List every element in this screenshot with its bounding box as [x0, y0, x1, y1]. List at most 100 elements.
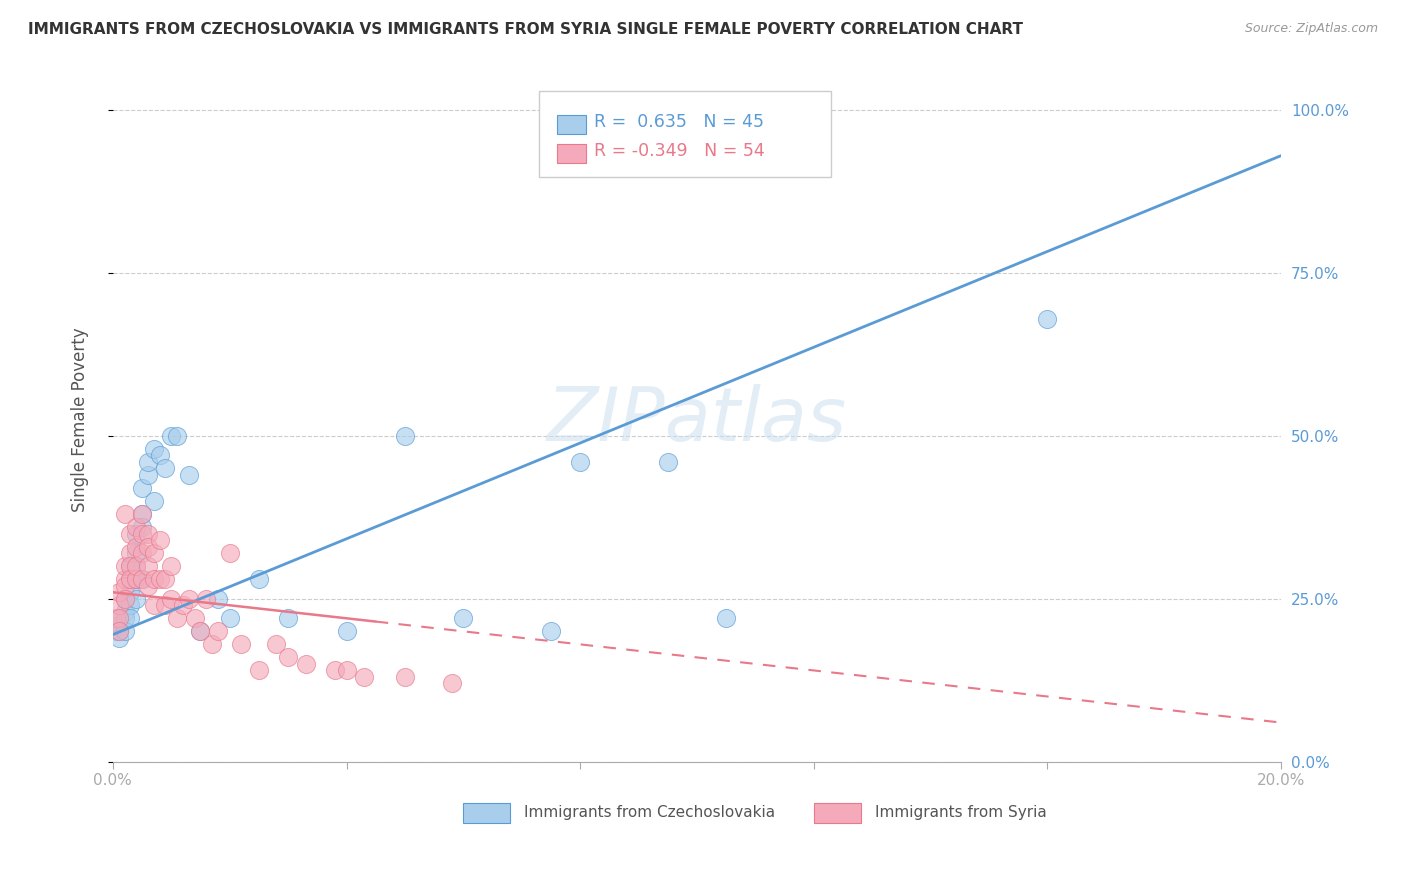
- Point: [136, 579, 159, 593]
- Point: [120, 559, 142, 574]
- Point: [335, 664, 357, 678]
- FancyBboxPatch shape: [557, 144, 586, 163]
- Point: [394, 670, 416, 684]
- Point: [125, 559, 148, 574]
- Point: [107, 624, 129, 639]
- Point: [125, 572, 148, 586]
- Point: [142, 599, 165, 613]
- Point: [104, 611, 127, 625]
- Point: [114, 572, 136, 586]
- Point: [190, 624, 212, 639]
- Point: [120, 572, 142, 586]
- Point: [120, 546, 142, 560]
- Point: [155, 572, 177, 586]
- Y-axis label: Single Female Poverty: Single Female Poverty: [72, 327, 89, 512]
- Point: [114, 605, 136, 619]
- Point: [114, 624, 136, 639]
- Point: [107, 611, 129, 625]
- Point: [166, 611, 188, 625]
- Text: IMMIGRANTS FROM CZECHOSLOVAKIA VS IMMIGRANTS FROM SYRIA SINGLE FEMALE POVERTY CO: IMMIGRANTS FROM CZECHOSLOVAKIA VS IMMIGR…: [28, 22, 1024, 37]
- Point: [142, 572, 165, 586]
- Point: [160, 559, 183, 574]
- Text: Immigrants from Czechoslovakia: Immigrants from Czechoslovakia: [524, 805, 775, 821]
- Point: [277, 611, 299, 625]
- Point: [335, 624, 357, 639]
- Point: [142, 494, 165, 508]
- Point: [266, 637, 288, 651]
- Point: [148, 572, 170, 586]
- Point: [120, 585, 142, 599]
- FancyBboxPatch shape: [540, 91, 831, 177]
- Point: [136, 540, 159, 554]
- FancyBboxPatch shape: [557, 115, 586, 134]
- Point: [277, 650, 299, 665]
- Point: [107, 631, 129, 645]
- Point: [160, 429, 183, 443]
- Point: [247, 664, 270, 678]
- Point: [125, 572, 148, 586]
- Point: [114, 559, 136, 574]
- Point: [131, 507, 153, 521]
- Point: [104, 624, 127, 639]
- Point: [131, 526, 153, 541]
- Text: R =  0.635   N = 45: R = 0.635 N = 45: [595, 113, 765, 131]
- Point: [125, 546, 148, 560]
- Point: [177, 591, 200, 606]
- Point: [218, 611, 240, 625]
- Point: [131, 572, 153, 586]
- Point: [125, 520, 148, 534]
- Point: [125, 540, 148, 554]
- Point: [120, 599, 142, 613]
- Point: [120, 611, 142, 625]
- Point: [394, 429, 416, 443]
- Point: [714, 611, 737, 625]
- Point: [247, 572, 270, 586]
- Point: [218, 546, 240, 560]
- Point: [131, 520, 153, 534]
- Point: [172, 599, 194, 613]
- Point: [148, 533, 170, 548]
- Point: [657, 455, 679, 469]
- Point: [160, 591, 183, 606]
- Point: [540, 624, 562, 639]
- Point: [177, 467, 200, 482]
- Text: Source: ZipAtlas.com: Source: ZipAtlas.com: [1244, 22, 1378, 36]
- Point: [166, 429, 188, 443]
- Point: [353, 670, 375, 684]
- Point: [294, 657, 316, 671]
- Point: [155, 461, 177, 475]
- Text: ZIPatlas: ZIPatlas: [547, 384, 846, 456]
- FancyBboxPatch shape: [814, 803, 860, 823]
- Text: Immigrants from Syria: Immigrants from Syria: [875, 805, 1046, 821]
- Point: [148, 449, 170, 463]
- Point: [125, 591, 148, 606]
- Point: [195, 591, 218, 606]
- Point: [136, 526, 159, 541]
- Point: [142, 546, 165, 560]
- Point: [201, 637, 224, 651]
- Point: [183, 611, 205, 625]
- Point: [114, 507, 136, 521]
- Point: [155, 599, 177, 613]
- FancyBboxPatch shape: [464, 803, 510, 823]
- Point: [107, 599, 129, 613]
- Point: [131, 546, 153, 560]
- Point: [1036, 311, 1059, 326]
- Point: [136, 559, 159, 574]
- Point: [120, 559, 142, 574]
- Point: [107, 624, 129, 639]
- Point: [114, 579, 136, 593]
- Point: [440, 676, 463, 690]
- Point: [207, 624, 229, 639]
- Point: [569, 455, 592, 469]
- Point: [190, 624, 212, 639]
- Point: [136, 467, 159, 482]
- Point: [131, 572, 153, 586]
- Point: [125, 526, 148, 541]
- Text: R = -0.349   N = 54: R = -0.349 N = 54: [595, 143, 765, 161]
- Point: [125, 559, 148, 574]
- Point: [131, 481, 153, 495]
- Point: [131, 507, 153, 521]
- Point: [114, 591, 136, 606]
- Point: [107, 585, 129, 599]
